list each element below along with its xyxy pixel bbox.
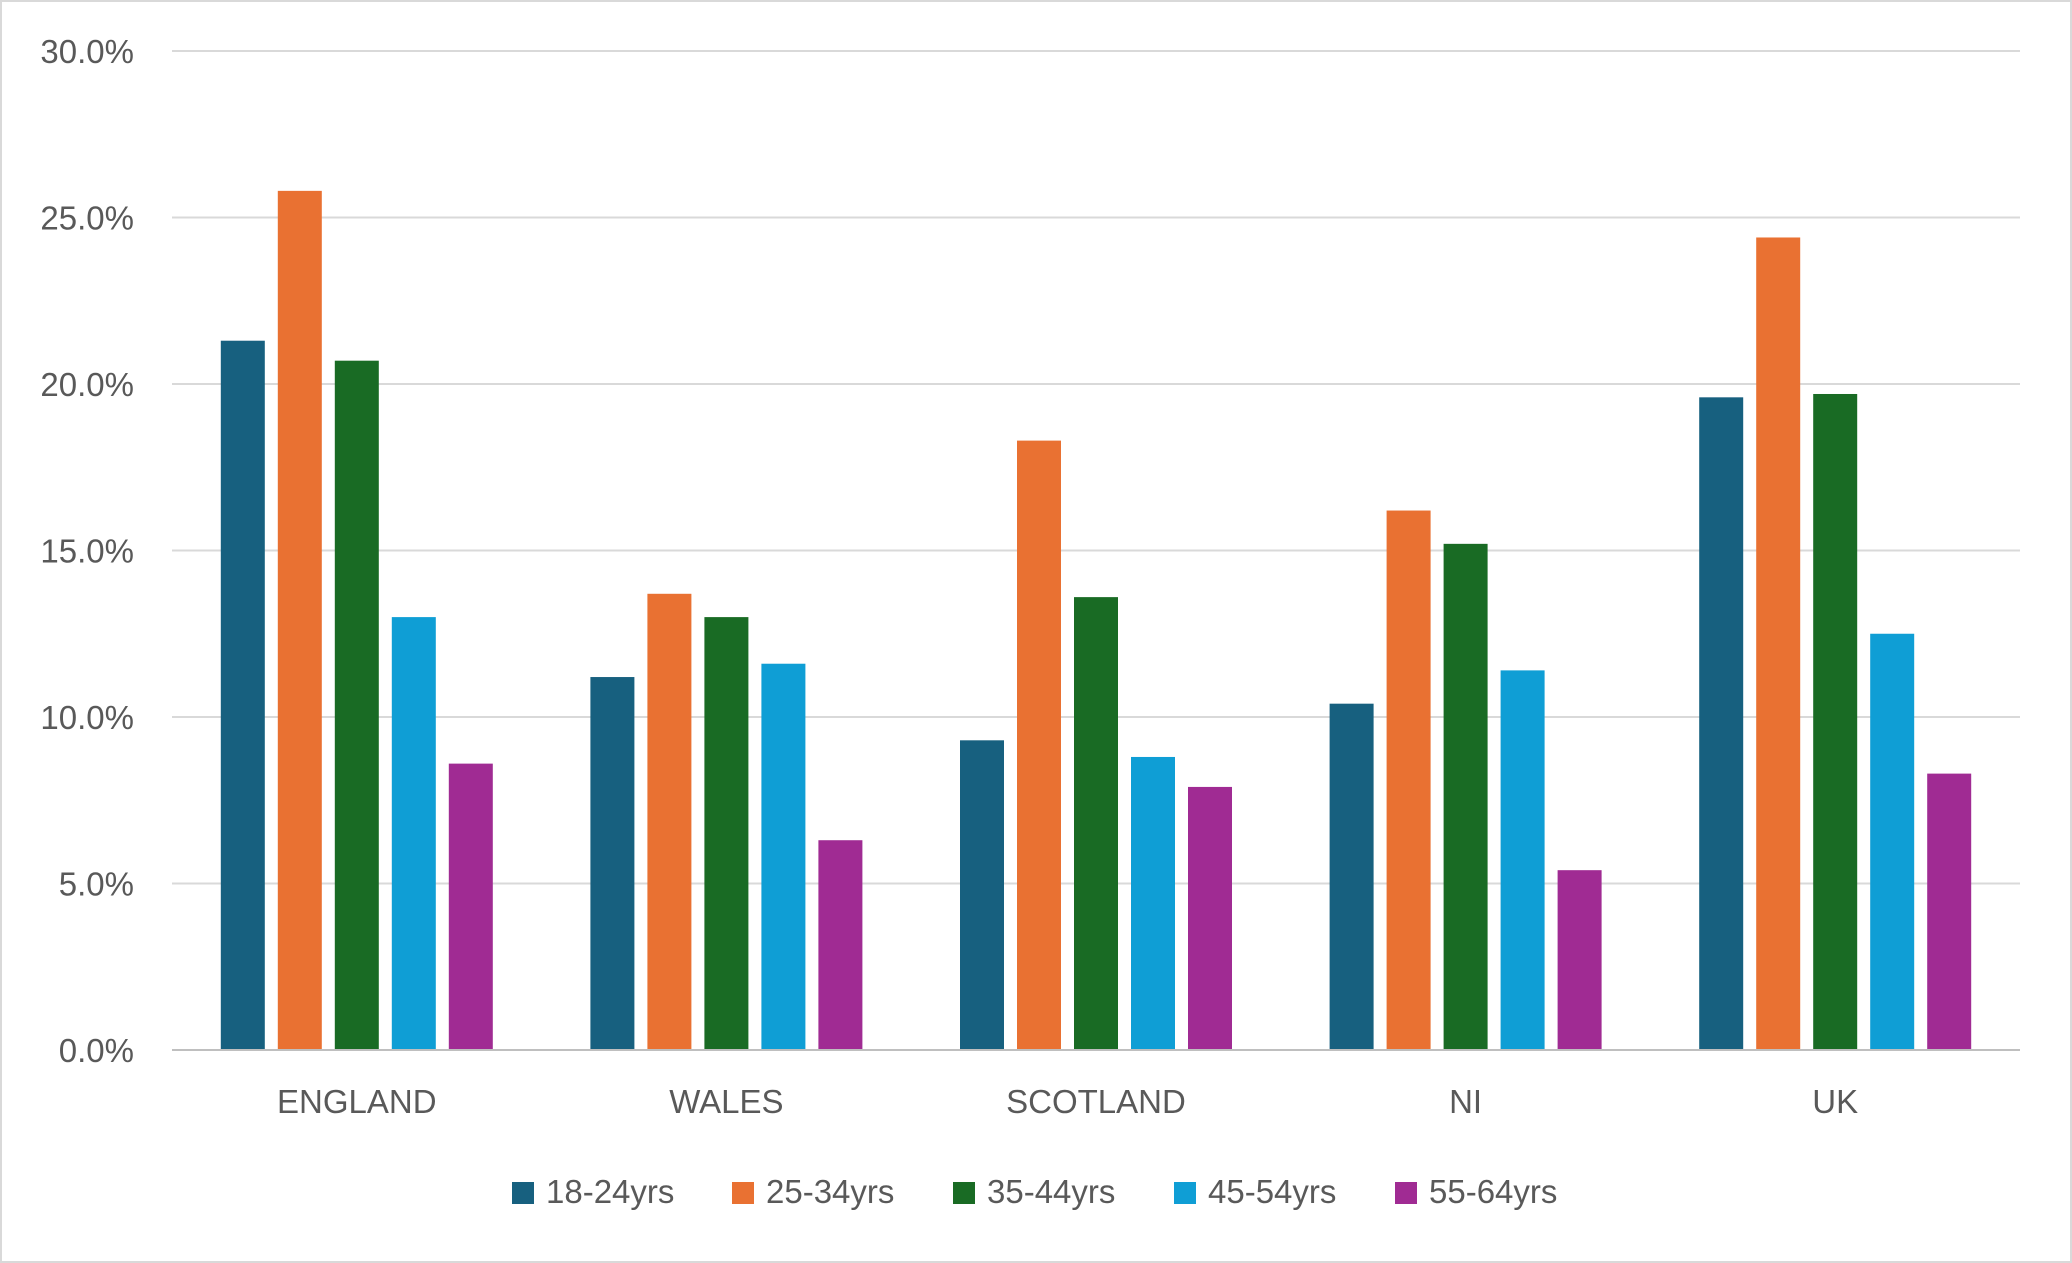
bar-england-18-24yrs — [220, 340, 265, 1051]
legend-label: 18-24yrs — [546, 1173, 674, 1210]
bar-scotland-55-64yrs — [1188, 786, 1232, 1050]
bar-scotland-18-24yrs — [960, 740, 1004, 1050]
bar-ni-45-54yrs — [1500, 670, 1545, 1050]
y-tick-label: 15.0% — [40, 533, 134, 570]
y-tick-label: 20.0% — [40, 366, 134, 403]
legend-swatch-25-34yrs — [732, 1182, 754, 1204]
bar-scotland-25-34yrs — [1017, 440, 1061, 1050]
bar-ni-55-64yrs — [1557, 870, 1602, 1050]
legend: 18-24yrs 25-34yrs 35-44yrs 45-54yrs 55-64yrs — [512, 1173, 1557, 1210]
bar-ni-18-24yrs — [1329, 703, 1374, 1050]
y-tick-label: 5.0% — [59, 866, 134, 903]
x-category-label: ENGLAND — [277, 1083, 437, 1120]
legend-label: 35-44yrs — [987, 1173, 1115, 1210]
bar-uk-35-44yrs — [1813, 393, 1858, 1050]
bar-scotland-45-54yrs — [1131, 756, 1175, 1050]
y-tick-label: 30.0% — [40, 33, 134, 70]
y-tick-label: 10.0% — [40, 699, 134, 736]
bar-england-55-64yrs — [448, 763, 493, 1050]
bar-england-45-54yrs — [391, 617, 436, 1050]
legend-swatch-18-24yrs — [512, 1182, 534, 1204]
x-category-label: SCOTLAND — [1006, 1083, 1186, 1120]
bars — [220, 190, 1972, 1051]
bar-wales-18-24yrs — [590, 677, 635, 1050]
bar-england-35-44yrs — [334, 360, 379, 1050]
x-category-label: NI — [1449, 1083, 1482, 1120]
legend-swatch-35-44yrs — [953, 1182, 975, 1204]
legend-swatch-45-54yrs — [1174, 1182, 1196, 1204]
bar-uk-18-24yrs — [1699, 397, 1744, 1050]
bar-wales-55-64yrs — [818, 840, 863, 1050]
bar-ni-25-34yrs — [1386, 510, 1431, 1050]
y-tick-label: 25.0% — [40, 200, 134, 237]
x-axis-categories: ENGLAND WALES SCOTLAND NI UK — [277, 1083, 1858, 1120]
bar-uk-55-64yrs — [1927, 773, 1972, 1050]
bar-wales-45-54yrs — [761, 663, 806, 1050]
bar-ni-35-44yrs — [1443, 543, 1488, 1050]
legend-label: 55-64yrs — [1429, 1173, 1557, 1210]
legend-swatch-55-64yrs — [1395, 1182, 1417, 1204]
bar-england-25-34yrs — [277, 190, 322, 1051]
x-category-label: UK — [1812, 1083, 1858, 1120]
bar-scotland-35-44yrs — [1074, 597, 1118, 1050]
bar-wales-25-34yrs — [647, 593, 692, 1050]
x-category-label: WALES — [669, 1083, 783, 1120]
bar-uk-25-34yrs — [1756, 237, 1801, 1051]
bar-wales-35-44yrs — [704, 617, 749, 1050]
legend-label: 45-54yrs — [1208, 1173, 1336, 1210]
y-tick-label: 0.0% — [59, 1032, 134, 1069]
y-axis-ticks: 0.0% 5.0% 10.0% 15.0% 20.0% 25.0% 30.0% — [40, 33, 134, 1069]
bar-uk-45-54yrs — [1870, 633, 1915, 1050]
legend-label: 25-34yrs — [766, 1173, 894, 1210]
